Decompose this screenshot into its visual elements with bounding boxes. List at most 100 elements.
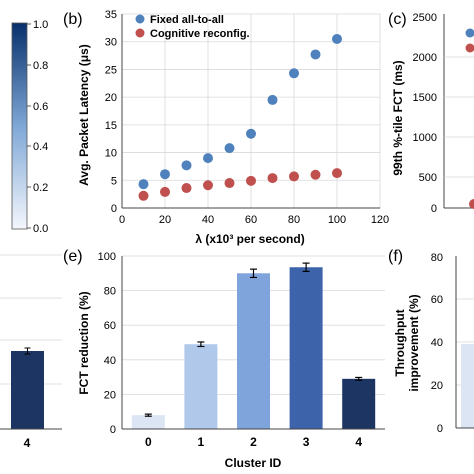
colorbar: 1.0 0.8 0.6 0.4 0.2 0.0 (11, 19, 48, 235)
panel-e-bars (131, 262, 376, 429)
panel-b-x-axis-label: λ (x10³ per second) (195, 232, 304, 246)
panel-b-point (289, 171, 299, 182)
panel-b-y-axis-label: Avg. Packet Latency (μs) (77, 44, 91, 186)
panel-e-x-tick-label: 1 (198, 435, 205, 449)
colorbar-tick-label: 0.6 (33, 101, 48, 113)
panel-b-point (181, 183, 192, 194)
panel-c-y-axis-label: 99th %-tile FCT (ms) (391, 60, 405, 175)
panel-b-point (246, 175, 256, 186)
panel-b-y-tick-label: 5 (111, 175, 117, 187)
panel-b-point (332, 168, 342, 179)
panel-f-y-axis-label: improvement (%) (407, 294, 421, 391)
panel-b-point (160, 186, 170, 197)
panel-b-point (267, 173, 278, 184)
panel-c-tick-label: 1500 (413, 92, 437, 104)
panel-c-tick-label: 1000 (413, 132, 437, 144)
panel-f-y-axis-label: Throughput (393, 309, 407, 376)
panel-c-tick-label: 2000 (413, 52, 437, 64)
panel-b-y-tick-label: 15 (105, 120, 117, 132)
panel-e-y-tick-label: 20 (104, 389, 116, 401)
panel-f-tick-label: 0 (437, 423, 443, 435)
panel-b-y-tick-label: 35 (105, 9, 117, 21)
colorbar-gradient (11, 22, 28, 230)
colorbar-tick-label: 0.0 (33, 223, 48, 235)
panel-b-x-tick-label: 0 (119, 214, 125, 226)
panel-b-point (267, 94, 278, 105)
panel-f-tick-label: 80 (431, 252, 443, 264)
colorbar-tick-label: 0.4 (33, 141, 48, 153)
panel-f-tick-label: 40 (431, 337, 443, 349)
panel-c-legend-marker (465, 43, 474, 53)
panel-e-x-tick-label: 0 (145, 435, 152, 449)
panel-e-axes (121, 256, 385, 430)
panel-b-legend-marker (135, 14, 145, 24)
panel-b-x-tick-label: 100 (328, 214, 346, 226)
panel-b-axes (121, 14, 380, 209)
panel-b-x-tick-label: 20 (159, 214, 171, 226)
panel-e-x-tick-label: 3 (303, 435, 310, 449)
panel-e-bar (342, 378, 376, 429)
panel-e-y-axis-label: FCT reduction (%) (77, 291, 91, 394)
panel-e-x-axis-label: Cluster ID (225, 456, 282, 470)
panel-b-y-tick-label: 0 (111, 203, 117, 215)
panel-d-tick-label: 4 (24, 436, 31, 450)
panel-e-bar (131, 415, 165, 429)
panel-f-letter: (f) (388, 248, 403, 265)
panel-b-legend-label: Cognitive reconfig. (150, 28, 250, 40)
panel-e-y-tick-label: 80 (104, 286, 116, 298)
panel-d: 4 (0, 254, 62, 450)
panel-c-tick-label: 0 (431, 203, 437, 215)
panel-b-letter: (b) (63, 11, 83, 28)
panel-c-tick-label: 500 (419, 172, 437, 184)
panel-e-bar (237, 273, 270, 429)
panel-b-points (138, 33, 342, 201)
panel-e-tick-labels: 0 20 40 60 80 100 0 1 2 3 4 (98, 251, 363, 449)
panel-b-y-tick-label: 25 (105, 64, 117, 76)
colorbar-tick-label: 0.2 (33, 182, 48, 194)
panel-b-point (160, 169, 170, 180)
panel-e-y-tick-label: 60 (104, 320, 116, 332)
panel-b-point (203, 153, 213, 164)
panel-e-bar (184, 344, 218, 429)
panel-b-point (224, 178, 235, 189)
panel-d-bar (11, 351, 44, 429)
panel-c-point (469, 199, 474, 209)
panel-f-bar (461, 344, 474, 428)
panel-b-legend-label: Fixed all-to-all (150, 14, 224, 26)
panel-b-point (138, 190, 149, 201)
panel-c-tick-label: 2500 (413, 12, 437, 24)
panel-b-y-tick-label: 30 (105, 37, 117, 49)
panel-e-bar (289, 267, 323, 429)
panel-b-point (224, 143, 235, 154)
panel-e-letter: (e) (63, 248, 83, 265)
panel-e-y-tick-label: 40 (104, 355, 116, 367)
panel-e-y-tick-label: 0 (110, 424, 116, 436)
panel-e-x-tick-label: 2 (250, 435, 257, 449)
panel-b-point (332, 33, 342, 44)
panel-b-point (310, 49, 321, 60)
panel-c: (c) 99th %-tile FCT (ms) 2500 2000 1500 … (388, 11, 474, 215)
panel-c-legend-marker (465, 28, 474, 38)
panel-b-y-tick-label: 20 (105, 92, 117, 104)
panel-f-tick-label: 20 (431, 380, 443, 392)
panel-b-x-tick-label: 120 (371, 214, 389, 226)
panel-b-point (289, 68, 299, 79)
panel-b-x-tick-label: 60 (245, 214, 257, 226)
panel-f: (f) Throughput improvement (%) 80 60 40 … (388, 248, 474, 435)
panel-b-point (181, 160, 192, 171)
panel-b-point (246, 128, 256, 139)
panel-b: (b) 0 20 40 60 80 100 120 0 5 10 15 20 25 30 35 Fixed … (63, 9, 389, 246)
colorbar-tick-label: 0.8 (33, 60, 48, 72)
panel-c-letter: (c) (388, 11, 407, 28)
panel-f-tick-label: 60 (431, 294, 443, 306)
panel-b-point (203, 180, 213, 191)
panel-b-point (138, 179, 149, 190)
colorbar-ticks: 1.0 0.8 0.6 0.4 0.2 0.0 (27, 19, 48, 235)
panel-b-x-tick-label: 80 (288, 214, 300, 226)
panel-e-y-tick-label: 100 (98, 251, 116, 263)
panel-b-legend-marker (135, 28, 145, 38)
panel-e: (e) 0 20 40 60 80 100 0 1 2 3 4 Cluster ID FCT red… (63, 248, 385, 470)
panel-e-x-tick-label: 4 (355, 435, 362, 449)
panel-b-point (310, 169, 321, 180)
